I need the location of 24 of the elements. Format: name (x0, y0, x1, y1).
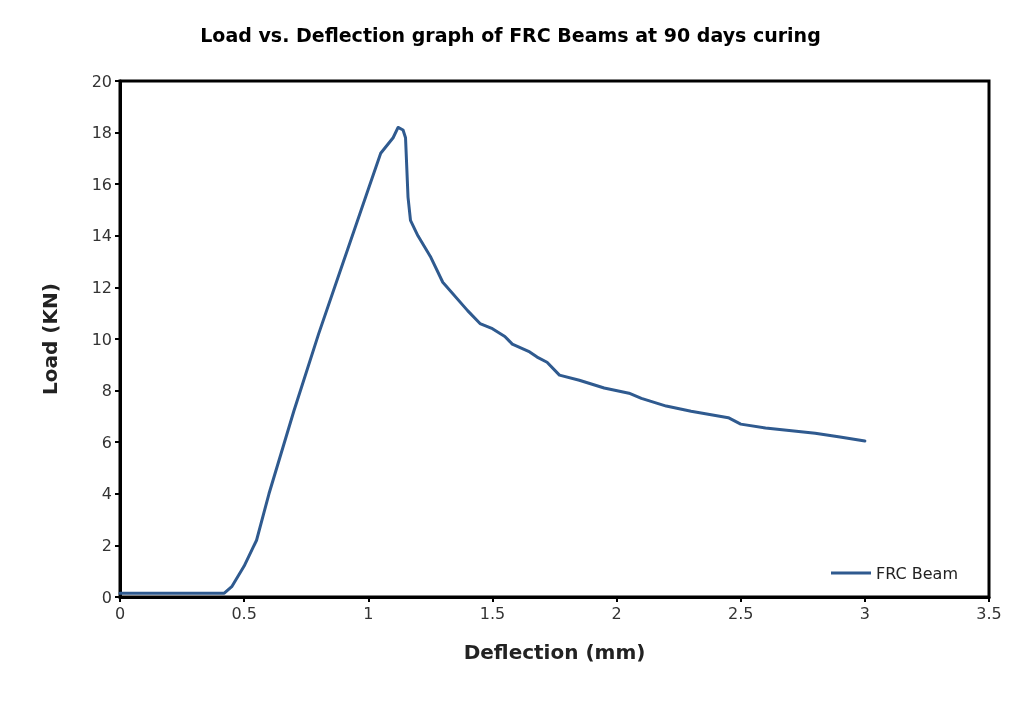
y-tick-label: 2 (101, 535, 112, 555)
y-tick-label: 4 (101, 484, 112, 504)
y-tick-label: 12 (91, 277, 112, 297)
y-tick-label: 20 (91, 71, 112, 91)
x-tick-label: 1.5 (479, 603, 506, 623)
x-tick-label: 0 (114, 603, 126, 623)
y-tick-label: 10 (91, 329, 112, 349)
chart-title: Load vs. Deflection graph of FRC Beams at 90 days curing (200, 23, 821, 46)
y-tick-label: 14 (91, 226, 112, 246)
y-tick-label: 16 (91, 174, 112, 194)
y-tick-label: 18 (91, 123, 112, 143)
x-tick-label: 3 (859, 603, 870, 623)
x-tick-label: 3.5 (976, 603, 1002, 623)
legend-label: FRC Beam (876, 563, 959, 583)
x-tick-label: 1 (363, 603, 374, 623)
x-tick-label: 2 (611, 603, 622, 623)
y-tick-label: 0 (101, 587, 112, 607)
line-series (118, 125, 867, 595)
x-tick-label: 2.5 (727, 603, 754, 623)
y-tick-label: 6 (101, 432, 112, 452)
y-tick-label: 8 (101, 381, 112, 401)
y-axis-title: Load (KN) (38, 283, 62, 395)
x-tick-label: 0.5 (231, 603, 257, 623)
x-axis-title: Deflection (mm) (463, 640, 646, 664)
